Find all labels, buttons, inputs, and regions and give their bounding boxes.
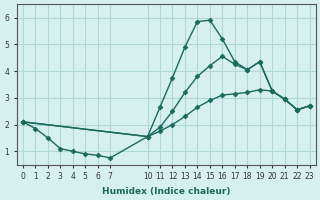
X-axis label: Humidex (Indice chaleur): Humidex (Indice chaleur) [102,187,230,196]
